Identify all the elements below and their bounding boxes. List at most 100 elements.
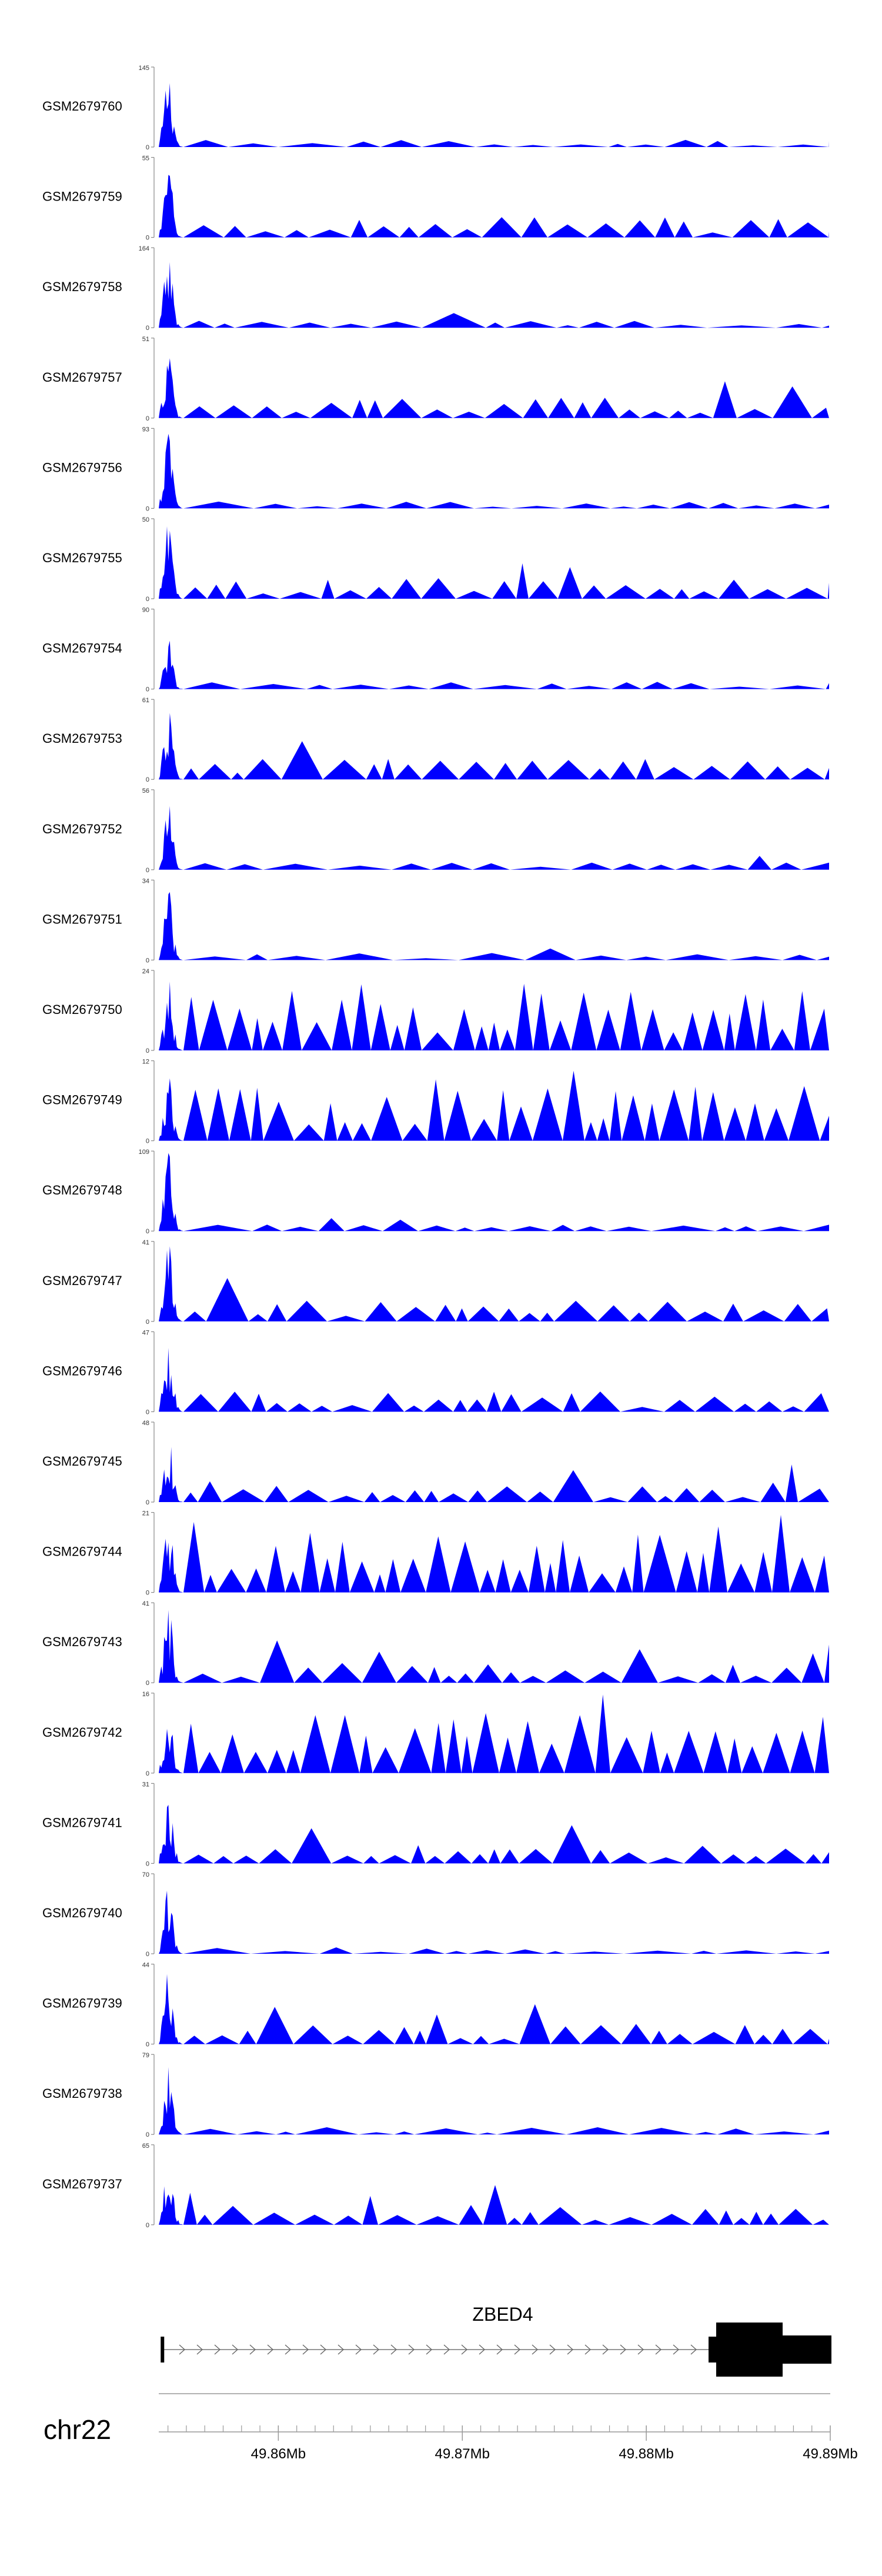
strand-arrow: [373, 2344, 380, 2355]
strand-arrow: [532, 2344, 539, 2355]
coverage-area: [159, 358, 829, 418]
y-max-label: 34: [142, 877, 149, 885]
strand-arrow: [496, 2344, 503, 2355]
strand-arrow: [620, 2344, 627, 2355]
strand-arrow: [196, 2344, 203, 2355]
track-label: GSM2679760: [42, 99, 122, 114]
y-max-label: 47: [142, 1329, 149, 1336]
coverage-area: [159, 806, 829, 870]
y-max-label: 44: [142, 1962, 149, 1969]
track-label: GSM2679737: [42, 2177, 122, 2191]
y-max-label: 109: [139, 1149, 149, 1156]
track-GSM2679750: GSM2679750 24 0: [42, 968, 829, 1055]
strand-arrow: [338, 2344, 345, 2355]
y-min-label: 0: [146, 957, 149, 964]
exon: [161, 2337, 165, 2363]
strand-arrow: [443, 2344, 450, 2355]
track-label: GSM2679759: [42, 189, 122, 204]
y-min-label: 0: [146, 144, 149, 151]
strand-arrow: [549, 2344, 556, 2355]
strand-arrow: [637, 2344, 644, 2355]
strand-arrow: [690, 2344, 697, 2355]
track-label: GSM2679739: [42, 1996, 122, 2011]
track-label: GSM2679740: [42, 1906, 122, 1920]
coverage-area: [159, 713, 829, 780]
track-label: GSM2679745: [42, 1454, 122, 1469]
y-max-label: 93: [142, 426, 149, 433]
track-label: GSM2679746: [42, 1363, 122, 1378]
strand-arrow: [514, 2344, 521, 2355]
y-min-label: 0: [146, 1680, 149, 1687]
y-min-label: 0: [146, 1770, 149, 1777]
coding-exon: [716, 2323, 783, 2377]
coverage-area: [159, 2185, 829, 2225]
track-GSM2679756: GSM2679756 93 0: [42, 426, 829, 512]
track-GSM2679742: GSM2679742 16 0: [42, 1691, 829, 1777]
track-GSM2679741: GSM2679741 31 0: [42, 1781, 829, 1867]
y-min-label: 0: [146, 1319, 149, 1326]
track-label: GSM2679752: [42, 822, 122, 836]
y-max-label: 90: [142, 607, 149, 614]
coverage-area: [159, 2067, 829, 2135]
track-GSM2679753: GSM2679753 61 0: [42, 697, 829, 783]
utr-exon: [783, 2335, 831, 2364]
strand-arrow: [214, 2344, 221, 2355]
gene-label: ZBED4: [472, 2304, 533, 2325]
track-label: GSM2679750: [42, 1002, 122, 1017]
track-label: GSM2679741: [42, 1815, 122, 1830]
track-GSM2679744: GSM2679744 21 0: [42, 1510, 829, 1597]
track-GSM2679746: GSM2679746 47 0: [42, 1329, 829, 1416]
strand-arrow: [461, 2344, 468, 2355]
y-min-label: 0: [146, 2041, 149, 2048]
strand-arrow: [602, 2344, 609, 2355]
strand-arrow: [267, 2344, 274, 2355]
y-max-label: 12: [142, 1059, 149, 1066]
coverage-area: [159, 1514, 829, 1593]
track-GSM2679758: GSM2679758 164 0: [42, 245, 829, 332]
y-min-label: 0: [146, 1951, 149, 1958]
coverage-area: [159, 1890, 829, 1954]
track-GSM2679751: GSM2679751 34 0: [42, 877, 829, 964]
track-GSM2679747: GSM2679747 41 0: [42, 1239, 829, 1326]
track-GSM2679757: GSM2679757 51 0: [42, 336, 829, 422]
y-min-label: 0: [146, 2222, 149, 2229]
track-GSM2679759: GSM2679759 55 0: [42, 155, 829, 242]
coverage-area: [159, 1974, 829, 2044]
y-min-label: 0: [146, 596, 149, 603]
track-label: GSM2679738: [42, 2086, 122, 2101]
track-label: GSM2679744: [42, 1544, 122, 1559]
track-label: GSM2679753: [42, 731, 122, 746]
track-GSM2679737: GSM2679737 65 0: [42, 2143, 829, 2229]
y-max-label: 79: [142, 2052, 149, 2059]
strand-arrow: [584, 2344, 592, 2355]
y-max-label: 164: [139, 245, 149, 252]
y-min-label: 0: [146, 867, 149, 874]
strand-arrow: [479, 2344, 486, 2355]
track-label: GSM2679754: [42, 641, 122, 656]
track-GSM2679749: GSM2679749 12 0: [42, 1059, 829, 1145]
strand-arrow: [426, 2344, 433, 2355]
track-GSM2679748: GSM2679748 109 0: [42, 1149, 829, 1235]
track-label: GSM2679757: [42, 370, 122, 385]
strand-arrow: [355, 2344, 362, 2355]
y-max-label: 24: [142, 968, 149, 975]
track-label: GSM2679756: [42, 460, 122, 475]
strand-arrow: [673, 2344, 680, 2355]
track-label: GSM2679748: [42, 1183, 122, 1197]
strand-arrow: [249, 2344, 256, 2355]
track-GSM2679739: GSM2679739 44 0: [42, 1962, 829, 2048]
y-max-label: 55: [142, 155, 149, 162]
y-max-label: 48: [142, 1420, 149, 1427]
track-label: GSM2679751: [42, 912, 122, 926]
y-min-label: 0: [146, 1228, 149, 1235]
y-min-label: 0: [146, 776, 149, 783]
track-GSM2679738: GSM2679738 79 0: [42, 2052, 829, 2138]
coverage-area: [159, 526, 829, 599]
track-GSM2679754: GSM2679754 90 0: [42, 607, 829, 693]
strand-arrow: [285, 2344, 292, 2355]
strand-arrow: [655, 2344, 662, 2355]
strand-arrow: [320, 2344, 327, 2355]
coverage-area: [159, 640, 829, 689]
gene-model: ZBED4: [161, 2304, 831, 2377]
